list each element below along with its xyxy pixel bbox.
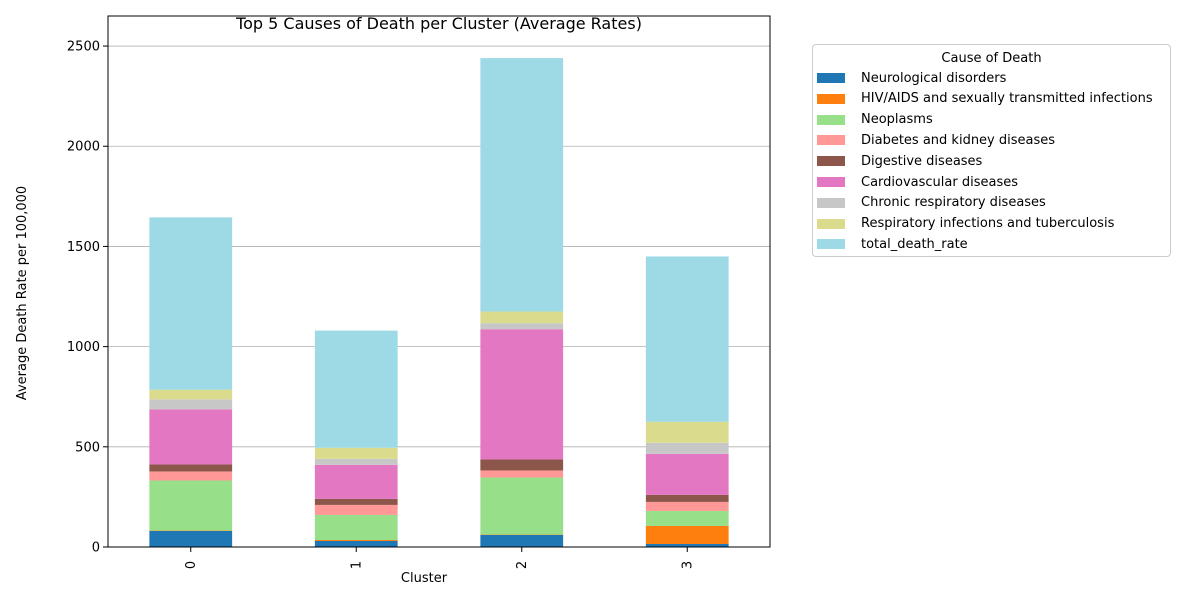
x-tick-label: 0 — [184, 561, 199, 569]
bar-segment — [645, 256, 729, 422]
bar-segment — [314, 464, 398, 499]
bar-segment — [645, 442, 729, 454]
legend-swatch — [817, 114, 845, 125]
bar-segment — [645, 494, 729, 502]
y-tick-label: 1500 — [67, 240, 100, 255]
bar-segment — [645, 510, 729, 526]
bar-segment — [645, 543, 729, 547]
legend-label: Respiratory infections and tuberculosis — [861, 216, 1115, 232]
legend: Cause of Death Neurological disorders HIV… — [812, 44, 1171, 257]
legend-item: Neurological disorders — [817, 69, 1006, 87]
bar-segment — [480, 323, 564, 330]
x-axis: 0 1 2 3 — [184, 547, 695, 569]
legend-item: Diabetes and kidney diseases — [817, 131, 1055, 149]
bar-segment — [149, 471, 233, 481]
bars — [149, 58, 729, 547]
y-tick-label: 2000 — [67, 140, 100, 155]
plot-frame — [107, 15, 771, 548]
legend-item: Chronic respiratory diseases — [817, 194, 1046, 212]
bar-segment — [480, 470, 564, 478]
bar-segment — [314, 330, 398, 448]
legend-label: Digestive diseases — [861, 153, 983, 169]
bar-segment — [314, 498, 398, 505]
legend-label: Diabetes and kidney diseases — [861, 132, 1056, 148]
legend-swatch — [817, 197, 845, 208]
x-tick-label: 2 — [515, 561, 530, 569]
legend-swatch — [817, 93, 845, 104]
legend-label: Neoplasms — [861, 112, 933, 128]
legend-swatch — [817, 177, 845, 187]
bar-segment — [645, 453, 729, 495]
legend-label: Cardiovascular diseases — [861, 174, 1018, 190]
bar-segment — [480, 459, 564, 471]
y-axis-label: Average Death Rate per 100,000 — [15, 186, 30, 400]
bar-segment — [149, 399, 233, 410]
y-tick-label: 0 — [92, 541, 100, 556]
legend-swatch — [817, 239, 845, 250]
y-axis: 0 500 1000 1500 2000 2500 — [67, 40, 108, 556]
bar-segment — [149, 389, 233, 400]
legend-item: Neoplasms — [817, 111, 933, 129]
legend-label: HIV/AIDS and sexually transmitted infect… — [861, 91, 1153, 107]
legend-item: Cardiovascular diseases — [817, 173, 1018, 191]
legend-swatch — [817, 156, 845, 167]
bar-segment — [480, 477, 564, 535]
bar-segment — [149, 530, 233, 547]
y-tick-label: 2500 — [67, 40, 100, 55]
legend-item: HIV/AIDS and sexually transmitted infect… — [817, 90, 1153, 108]
bar-segment — [480, 329, 564, 460]
chart-title: Top 5 Causes of Death per Cluster (Avera… — [235, 14, 642, 33]
y-tick-label: 500 — [75, 440, 100, 455]
x-tick-label: 1 — [349, 561, 364, 569]
legend-item: total_death_rate — [817, 235, 968, 253]
legend-label: Neurological disorders — [861, 70, 1007, 86]
bar-segment — [480, 58, 564, 312]
legend-item: Digestive diseases — [817, 152, 982, 170]
legend-label: total_death_rate — [861, 236, 968, 252]
x-tick-label: 3 — [680, 561, 695, 569]
legend-swatch — [817, 218, 845, 229]
bar-segment — [314, 514, 398, 540]
y-tick-label: 1000 — [67, 340, 100, 355]
bar-segment — [149, 217, 233, 390]
legend-label: Chronic respiratory diseases — [861, 195, 1046, 211]
bar-segment — [314, 539, 398, 541]
bar-segment — [645, 501, 729, 511]
bar-segment — [149, 480, 233, 531]
bar-segment — [480, 534, 564, 547]
bar-segment — [314, 504, 398, 515]
bar-segment — [149, 409, 233, 465]
legend-swatch — [817, 73, 845, 83]
x-axis-label: Cluster — [401, 571, 448, 586]
bar-segment — [645, 421, 729, 443]
bar-segment — [314, 447, 398, 459]
bar-segment — [149, 464, 233, 472]
legend-title: Cause of Death — [941, 51, 1042, 66]
bar-segment — [314, 540, 398, 547]
bar-segment — [645, 525, 729, 544]
legend-swatch — [817, 135, 845, 146]
legend-item: Respiratory infections and tuberculosis — [817, 215, 1114, 233]
bar-segment — [480, 311, 564, 324]
bar-segment — [314, 458, 398, 465]
